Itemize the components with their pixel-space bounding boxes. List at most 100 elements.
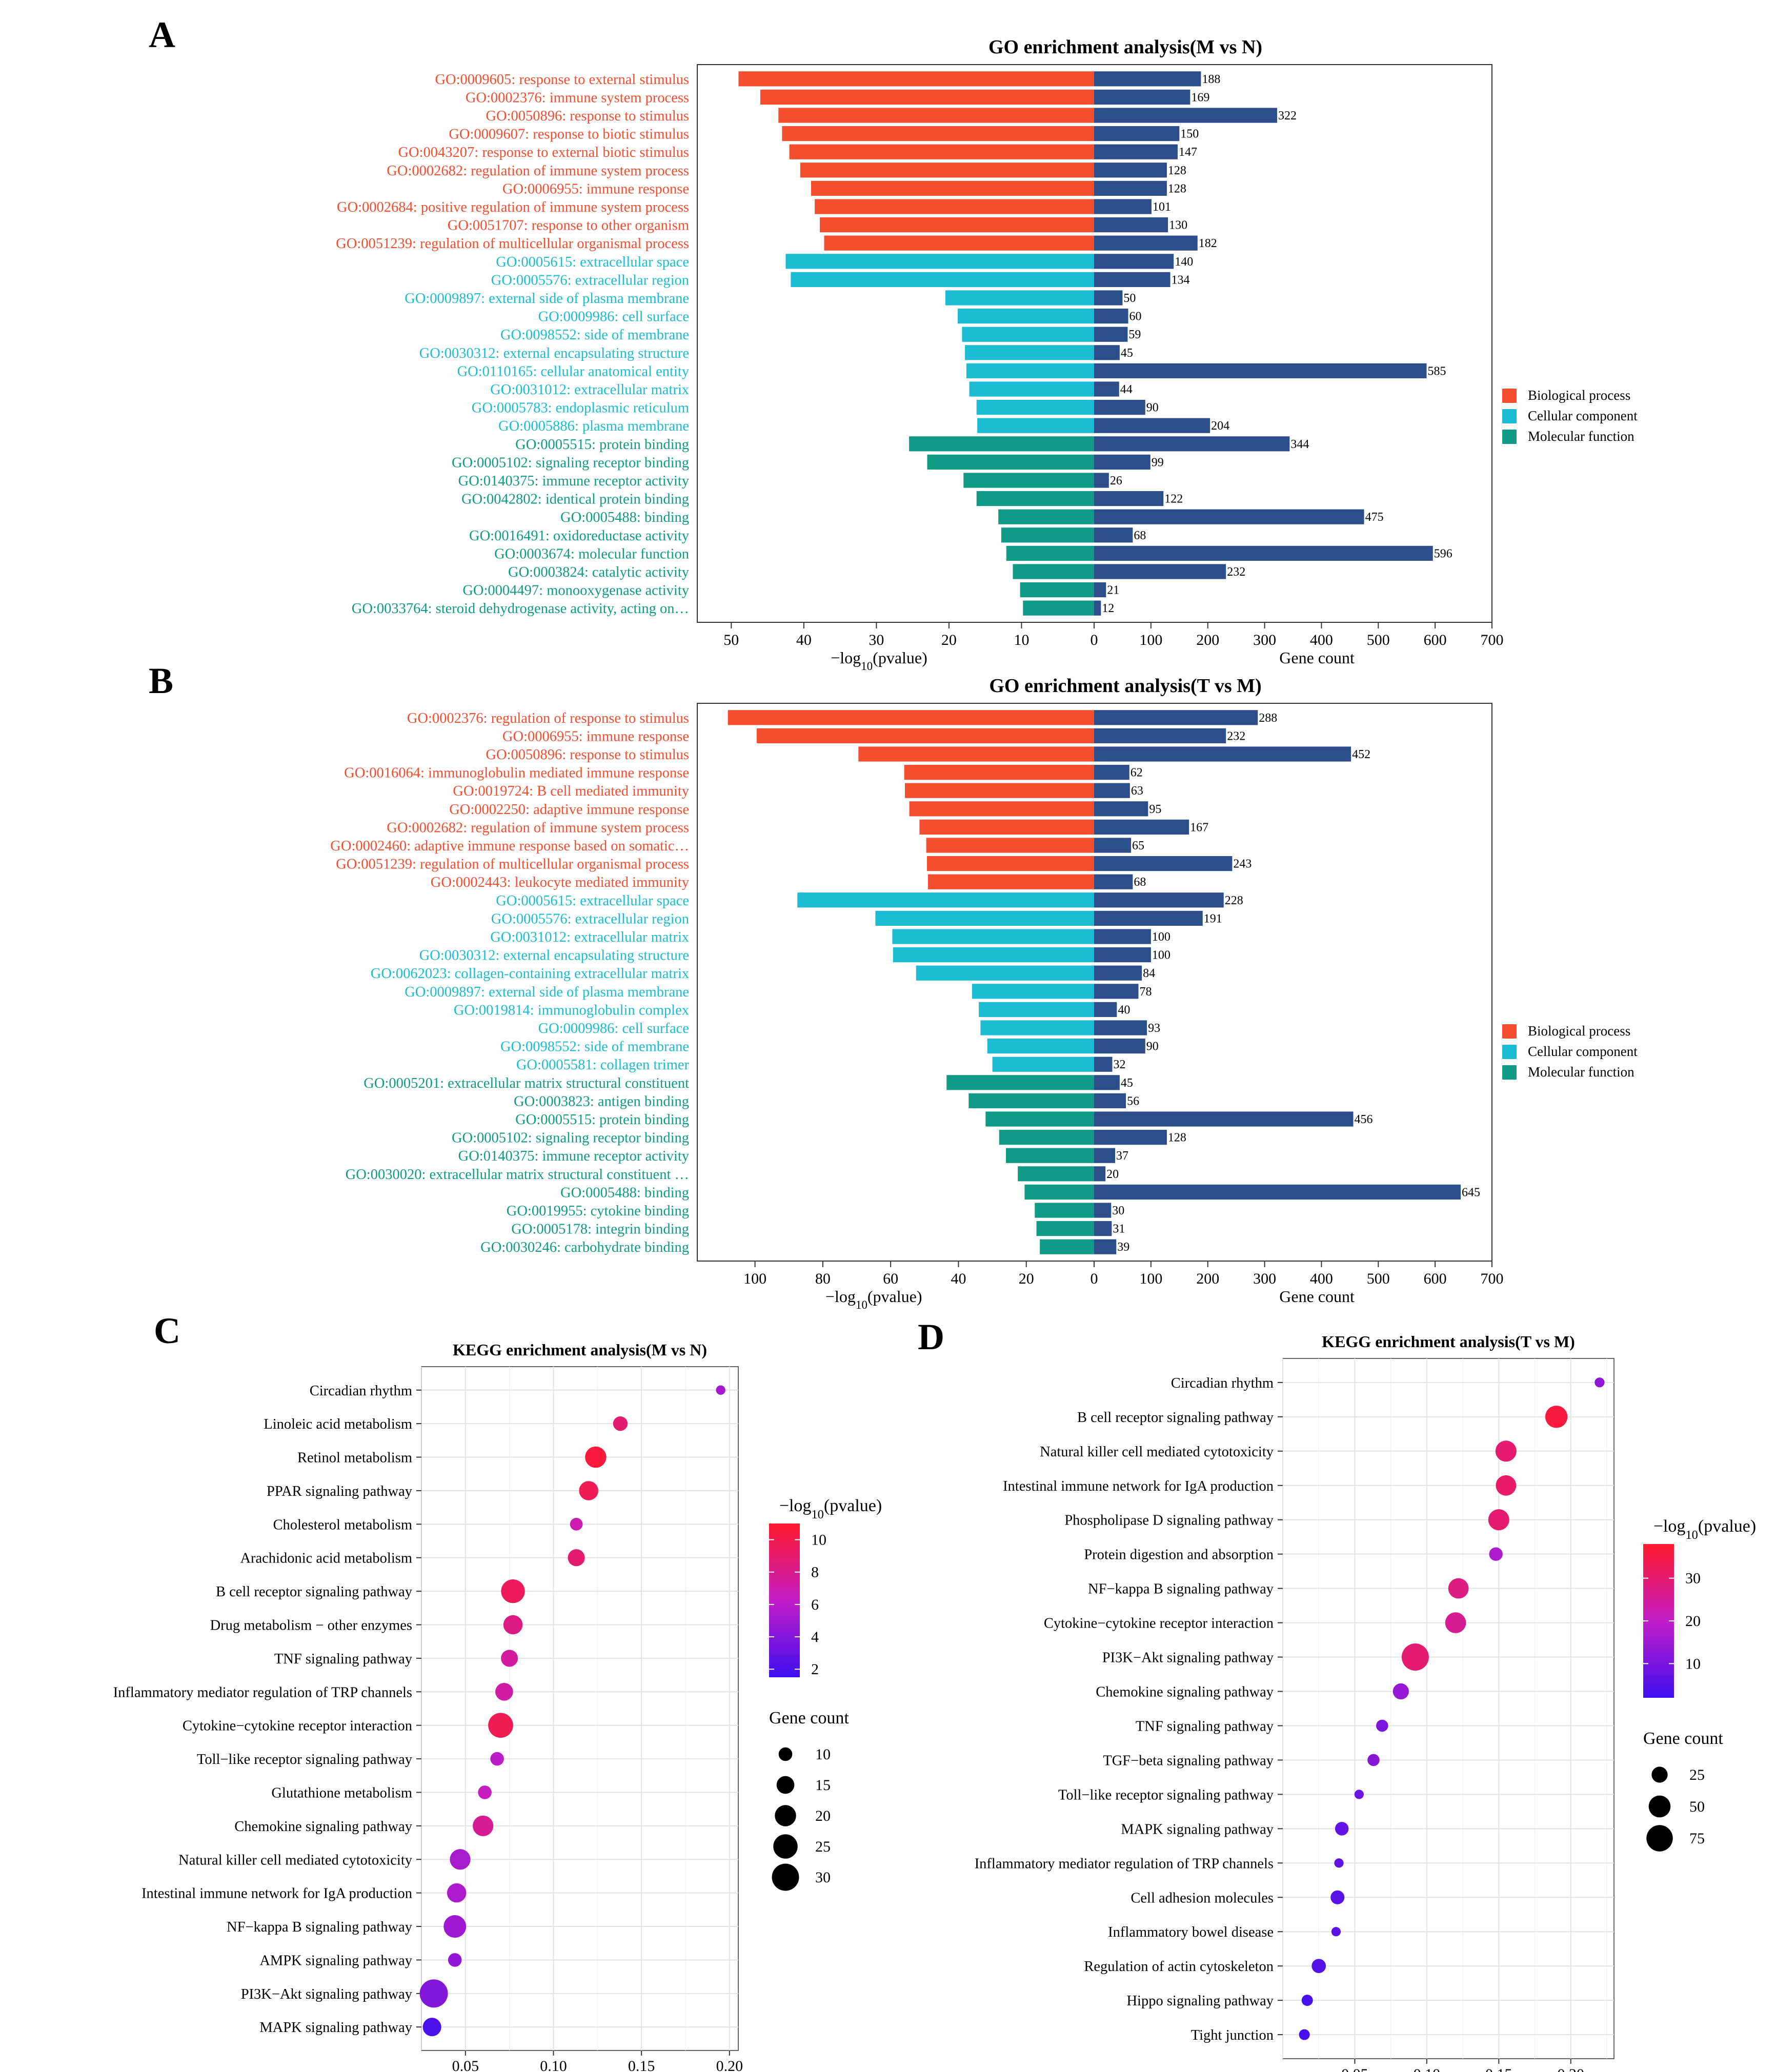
x-tick-label: 30 (869, 632, 884, 648)
data-point (1299, 2029, 1310, 2040)
pathway-label: Tight junction (1191, 2027, 1274, 2043)
data-point (422, 2018, 441, 2037)
pvalue-bar (976, 491, 1094, 506)
x-tick-label: 400 (1310, 1270, 1333, 1287)
count-label: 30 (1112, 1204, 1124, 1217)
pathway-label: Inflammatory mediator regulation of TRP … (975, 1856, 1274, 1872)
count-label: 100 (1152, 930, 1170, 944)
term-label: GO:0004497: monooxygenase activity (462, 583, 689, 599)
x-axis-label-left: −log10(pvalue) (825, 1287, 922, 1311)
color-tick-label: 8 (811, 1564, 819, 1581)
pathway-label: B cell receptor signaling pathway (216, 1584, 413, 1600)
term-label: GO:0043207: response to external biotic … (398, 145, 689, 160)
pathway-label: MAPK signaling pathway (259, 2020, 412, 2036)
data-point (1595, 1377, 1605, 1388)
count-bar (1094, 144, 1178, 159)
data-point (1445, 1612, 1466, 1633)
count-bar (1094, 418, 1210, 433)
term-label: GO:0110165: cellular anatomical entity (457, 363, 690, 379)
count-label: 40 (1118, 1003, 1130, 1017)
pvalue-bar (968, 1093, 1094, 1108)
term-label: GO:0009605: response to external stimulu… (435, 72, 689, 88)
pvalue-bar (893, 947, 1094, 963)
term-label: GO:0002443: leukocyte mediated immunity (431, 875, 690, 890)
pathway-label: Cytokine−cytokine receptor interaction (1044, 1616, 1274, 1632)
term-label: GO:0098552: side of membrane (500, 1039, 689, 1055)
pathway-label: Inflammatory mediator regulation of TRP … (113, 1684, 412, 1700)
term-label: GO:0005178: integrin binding (511, 1222, 689, 1237)
pvalue-bar (1024, 1184, 1094, 1200)
term-label: GO:0003674: molecular function (494, 546, 689, 562)
x-tick-label: 700 (1481, 1270, 1504, 1287)
panel-letter-d: D (918, 1316, 944, 1357)
color-tick-label: 2 (811, 1661, 819, 1678)
count-bar (1094, 1039, 1145, 1054)
count-bar (1094, 582, 1106, 598)
pathway-label: Intestinal immune network for IgA produc… (1003, 1478, 1274, 1494)
data-point (585, 1446, 607, 1468)
count-bar (1094, 89, 1190, 105)
pvalue-bar (992, 1057, 1094, 1072)
term-label: GO:0002250: adaptive immune response (449, 802, 689, 818)
data-point (501, 1650, 518, 1667)
data-point (495, 1682, 513, 1701)
term-label: GO:0051239: regulation of multicellular … (336, 236, 689, 252)
count-bar (1094, 436, 1290, 452)
data-point (1448, 1578, 1469, 1599)
size-legend-dot (772, 1863, 799, 1891)
term-label: GO:0002682: regulation of immune system … (387, 820, 689, 836)
count-bar (1094, 965, 1142, 981)
count-label: 147 (1179, 146, 1197, 159)
color-bar (769, 1523, 800, 1677)
count-label: 21 (1107, 584, 1119, 597)
count-label: 134 (1172, 273, 1190, 287)
x-tick-label: 0.10 (540, 2058, 567, 2072)
count-label: 32 (1113, 1058, 1125, 1071)
term-label: GO:0019724: B cell mediated immunity (453, 783, 689, 799)
term-label: GO:0051239: regulation of multicellular … (336, 857, 689, 872)
count-label: 150 (1180, 128, 1199, 141)
count-label: 167 (1190, 821, 1208, 834)
term-label: GO:0006955: immune response (502, 728, 689, 744)
plot-frame (1282, 1358, 1614, 2059)
count-bar (1094, 309, 1128, 324)
size-legend-dot (775, 1805, 796, 1826)
go-chart-a: GO enrichment analysis(M vs N) 188 GO:0009… (336, 36, 1638, 673)
x-tick-label: 0.05 (1341, 2066, 1368, 2072)
pvalue-bar (963, 473, 1094, 488)
chart-title: KEGG enrichment analysis(M vs N) (453, 1340, 707, 1359)
term-label: GO:0005581: collagen trimer (516, 1057, 690, 1073)
x-tick-label: 600 (1424, 1270, 1447, 1287)
x-tick-label: 60 (883, 1270, 898, 1287)
count-bar (1094, 180, 1167, 196)
x-tick-label: 600 (1424, 632, 1447, 648)
color-tick-label: 4 (811, 1629, 819, 1646)
pvalue-bar (1020, 582, 1094, 598)
legend-swatch (1502, 389, 1517, 403)
size-legend-label: 25 (1689, 1766, 1705, 1783)
pathway-label: Inflammatory bowel disease (1108, 1924, 1274, 1940)
pvalue-bar (946, 1075, 1094, 1090)
count-bar (1094, 929, 1151, 944)
x-axis-label-right: Gene count (1279, 1287, 1355, 1306)
pathway-label: Intestinal immune network for IgA produc… (142, 1886, 412, 1902)
count-bar (1094, 363, 1427, 378)
data-point (488, 1713, 513, 1738)
pvalue-bar (909, 436, 1094, 452)
data-point (503, 1615, 523, 1635)
count-label: 45 (1121, 347, 1133, 360)
count-bar (1094, 400, 1145, 415)
legend-label: Cellular component (1528, 408, 1638, 423)
pathway-label: Protein digestion and absorption (1084, 1547, 1274, 1563)
term-label: GO:0002376: regulation of response to st… (407, 710, 689, 726)
pathway-label: TNF signaling pathway (274, 1651, 413, 1667)
x-tick-label: 400 (1310, 632, 1333, 648)
data-point (501, 1579, 525, 1603)
pvalue-bar (927, 454, 1094, 470)
pvalue-bar (738, 71, 1094, 87)
count-label: 130 (1169, 219, 1187, 232)
term-label: GO:0030312: external encapsulating struc… (419, 948, 689, 964)
pvalue-bar (789, 144, 1094, 159)
size-legend-dot (1651, 1766, 1668, 1783)
count-label: 344 (1290, 438, 1309, 451)
